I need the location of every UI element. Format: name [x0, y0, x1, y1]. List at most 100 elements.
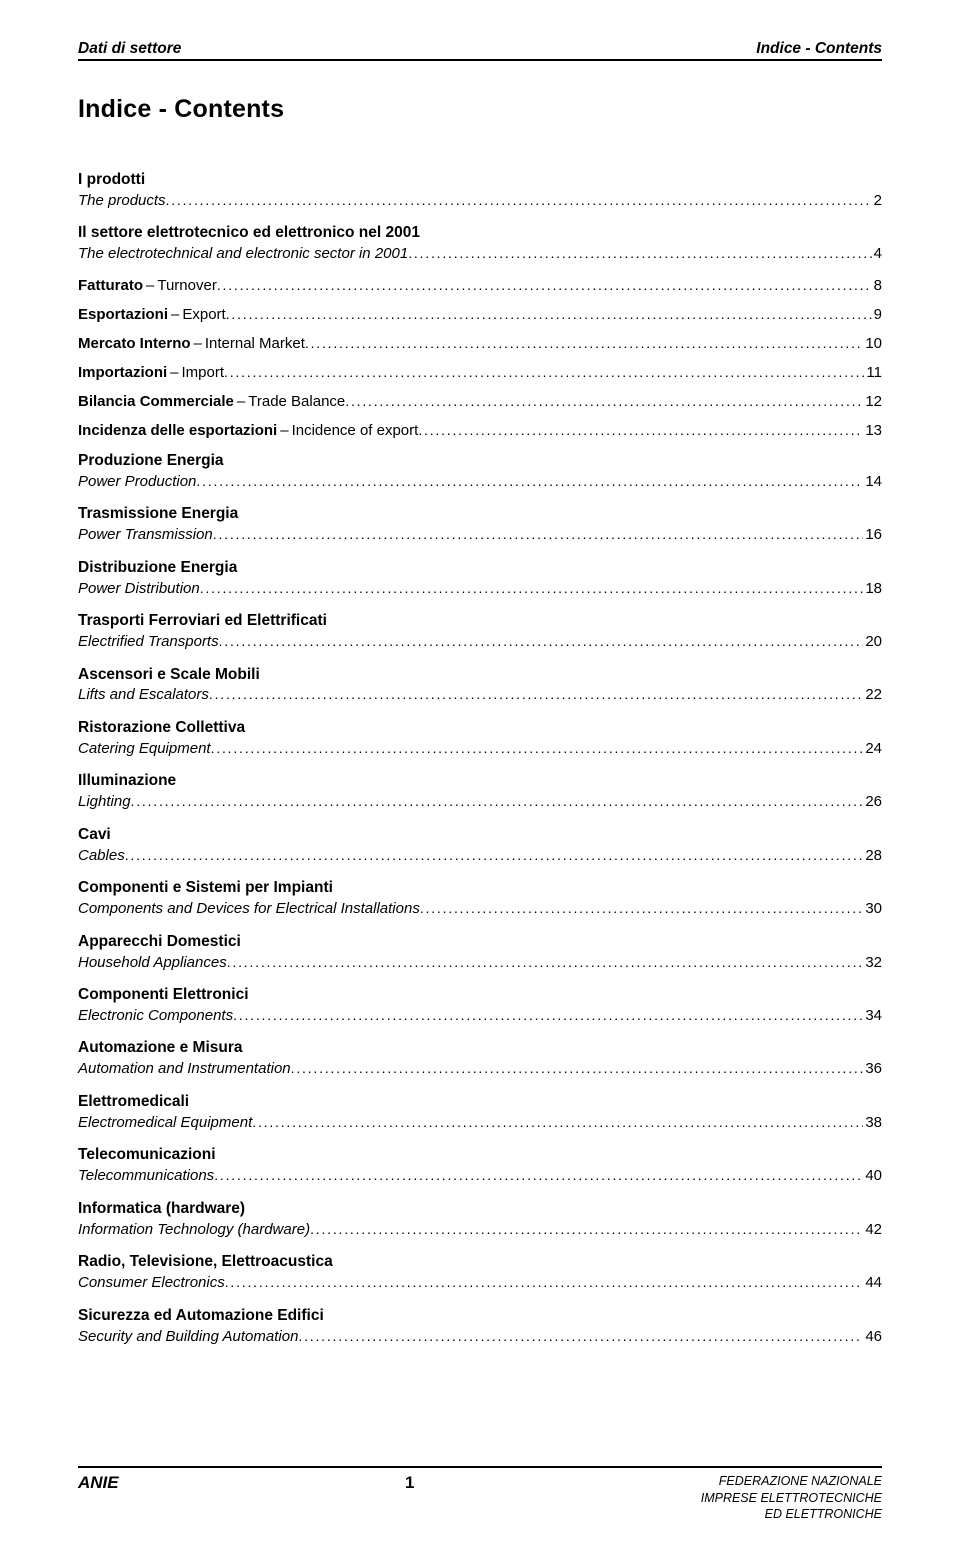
toc-entry: Fatturato – Turnover8: [78, 277, 882, 294]
toc-page-number: 34: [863, 1006, 882, 1026]
separator: –: [234, 393, 248, 410]
toc-title-en: Power Distribution: [78, 579, 200, 599]
page-title: Indice - Contents: [78, 95, 882, 124]
leader-dots: [305, 335, 863, 351]
toc-title-it: Componenti e Sistemi per Impianti: [78, 878, 882, 899]
leader-dots: [166, 191, 872, 209]
toc-title-it: Trasmissione Energia: [78, 504, 882, 525]
toc-title-it: Fatturato: [78, 277, 143, 294]
toc-page-number: 20: [863, 632, 882, 652]
toc-entry: IlluminazioneLighting26: [78, 771, 882, 811]
toc-entry: Trasmissione EnergiaPower Transmission16: [78, 504, 882, 544]
toc-title-en: Cables: [78, 846, 125, 866]
toc-subtitle-row: The electrotechnical and electronic sect…: [78, 244, 882, 264]
footer-page-number: 1: [119, 1473, 701, 1493]
toc-page-number: 11: [864, 364, 882, 381]
toc-entry: Ristorazione CollettivaCatering Equipmen…: [78, 718, 882, 758]
toc-subtitle-row: Security and Building Automation46: [78, 1327, 882, 1347]
toc-entry: Componenti ElettroniciElectronic Compone…: [78, 985, 882, 1025]
toc-page-number: 14: [863, 472, 882, 492]
toc-page-number: 42: [863, 1220, 882, 1240]
leader-dots: [227, 953, 864, 971]
toc-title-en: Trade Balance: [248, 393, 345, 410]
toc-title-en: Components and Devices for Electrical In…: [78, 899, 420, 919]
toc-page-number: 30: [863, 899, 882, 919]
toc-entry: Importazioni – Import11: [78, 364, 882, 381]
toc-entry: Sicurezza ed Automazione EdificiSecurity…: [78, 1306, 882, 1346]
leader-dots: [196, 472, 863, 490]
header-left: Dati di settore: [78, 40, 181, 58]
toc-subtitle-row: Household Appliances 32: [78, 953, 882, 973]
separator: –: [143, 277, 157, 294]
leader-dots: [200, 579, 864, 597]
leader-dots: [420, 899, 863, 917]
leader-dots: [418, 422, 863, 438]
toc-subtitle-row: Lighting26: [78, 792, 882, 812]
leader-dots: [408, 244, 871, 262]
toc-title-en: Information Technology (hardware): [78, 1220, 310, 1240]
toc-title-en: Lighting: [78, 792, 131, 812]
toc-entry: Il settore elettrotecnico ed elettronico…: [78, 223, 882, 263]
separator: –: [191, 335, 205, 352]
toc-subtitle-row: Automation and Instrumentation36: [78, 1059, 882, 1079]
toc-title-en: Catering Equipment: [78, 739, 211, 759]
toc-entry: TelecomunicazioniTelecommunications40: [78, 1145, 882, 1185]
footer-right-line: FEDERAZIONE NAZIONALE: [701, 1473, 882, 1489]
toc-page-number: 32: [863, 953, 882, 973]
toc-subtitle-row: Electromedical Equipment 38: [78, 1113, 882, 1133]
toc-page-number: 12: [863, 393, 882, 410]
toc-title-en: Incidence of export: [292, 422, 419, 439]
toc-title-it: Esportazioni: [78, 306, 168, 323]
toc-entry: Distribuzione EnergiaPower Distribution1…: [78, 558, 882, 598]
toc-page-number: 40: [863, 1166, 882, 1186]
toc-page-number: 9: [872, 306, 882, 323]
toc-title-en: The electrotechnical and electronic sect…: [78, 244, 408, 264]
leader-dots: [310, 1220, 863, 1238]
leader-dots: [298, 1327, 863, 1345]
toc-title-en: Internal Market: [205, 335, 305, 352]
toc-page-number: 28: [863, 846, 882, 866]
toc-title-it: Radio, Televisione, Elettroacustica: [78, 1252, 882, 1273]
toc-title-en: Telecommunications: [78, 1166, 214, 1186]
toc-subtitle-row: Telecommunications 40: [78, 1166, 882, 1186]
toc-page-number: 22: [863, 685, 882, 705]
leader-dots: [224, 364, 864, 380]
leader-dots: [252, 1113, 863, 1131]
toc-page-number: 44: [863, 1273, 882, 1293]
toc-entry: Bilancia Commerciale – Trade Balance12: [78, 393, 882, 410]
toc-page-number: 36: [863, 1059, 882, 1079]
leader-dots: [345, 393, 863, 409]
toc-page-number: 38: [863, 1113, 882, 1133]
separator: –: [277, 422, 291, 439]
running-footer: ANIE 1 FEDERAZIONE NAZIONALE IMPRESE ELE…: [78, 1466, 882, 1522]
toc-title-en: Electrified Transports: [78, 632, 219, 652]
toc-subtitle-row: Electronic Components34: [78, 1006, 882, 1026]
toc-page-number: 13: [863, 422, 882, 439]
toc-title-it: Elettromedicali: [78, 1092, 882, 1113]
toc-title-en: Turnover: [157, 277, 216, 294]
footer-left: ANIE: [78, 1473, 119, 1493]
toc-title-en: Import: [182, 364, 225, 381]
toc-title-it: Mercato Interno: [78, 335, 191, 352]
toc-entry: I prodottiThe products 2: [78, 170, 882, 210]
toc-title-en: The products: [78, 191, 166, 211]
toc-page-number: 18: [863, 579, 882, 599]
toc-subtitle-row: Power Distribution 18: [78, 579, 882, 599]
toc-page-number: 2: [872, 191, 882, 211]
footer-right-line: ED ELETTRONICHE: [701, 1506, 882, 1522]
toc-page-number: 46: [863, 1327, 882, 1347]
toc-title-it: Importazioni: [78, 364, 167, 381]
toc-title-en: Lifts and Escalators: [78, 685, 209, 705]
toc-subtitle-row: Information Technology (hardware) 42: [78, 1220, 882, 1240]
toc-title-en: Household Appliances: [78, 953, 227, 973]
toc-entry: Apparecchi DomesticiHousehold Appliances…: [78, 932, 882, 972]
leader-dots: [209, 685, 863, 703]
leader-dots: [211, 739, 864, 757]
leader-dots: [131, 792, 864, 810]
toc-title-en: Power Production: [78, 472, 196, 492]
toc-entry: CaviCables28: [78, 825, 882, 865]
toc-entry: Automazione e MisuraAutomation and Instr…: [78, 1038, 882, 1078]
toc-title-en: Electromedical Equipment: [78, 1113, 252, 1133]
toc-subtitle-row: Components and Devices for Electrical In…: [78, 899, 882, 919]
toc-title-it: I prodotti: [78, 170, 882, 191]
